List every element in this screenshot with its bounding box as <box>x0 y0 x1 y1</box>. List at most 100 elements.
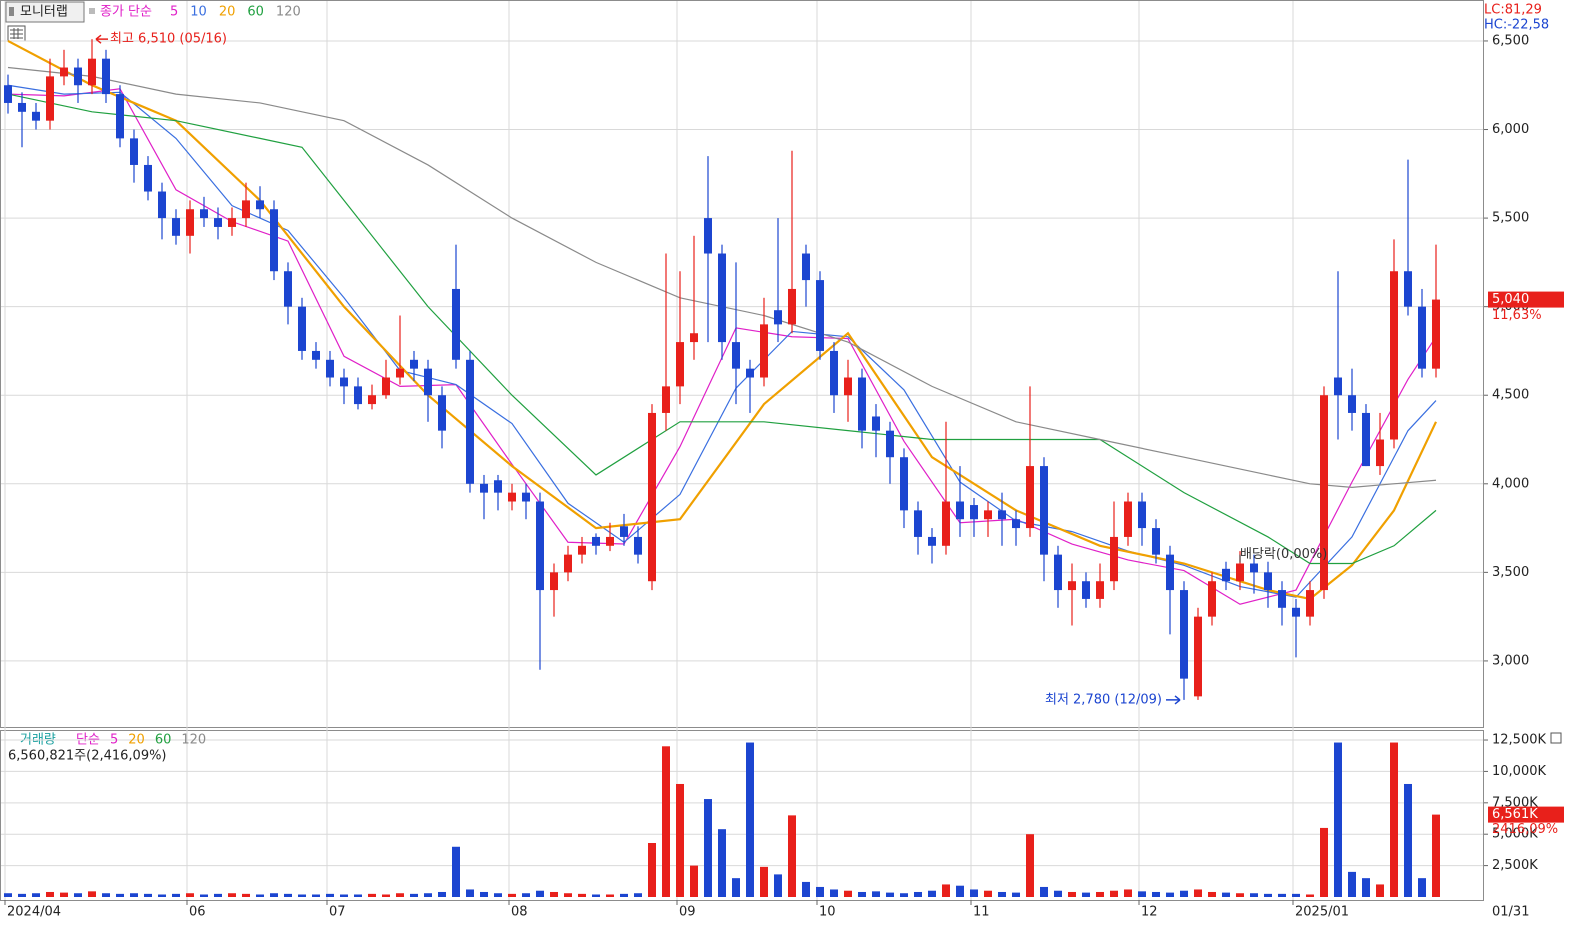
volume-bar <box>886 892 894 897</box>
y-tick-label: 4,500 <box>1492 388 1529 403</box>
x-end-label: 01/31 <box>1492 905 1529 920</box>
candle-body <box>1292 607 1300 617</box>
candle-body <box>116 94 124 139</box>
volume-bar <box>732 878 740 897</box>
x-tick-label: 09 <box>679 905 696 920</box>
volume-bar <box>1054 890 1062 897</box>
volume-bar <box>480 891 488 897</box>
volume-summary: 6,560,821주(2,416,09%) <box>8 749 167 764</box>
volume-bar <box>144 893 152 897</box>
y-tick-label: 12,500K <box>1492 733 1546 748</box>
candle-body <box>1418 306 1426 369</box>
annotation: 최저 2,780 (12/09) <box>1045 692 1162 707</box>
volume-bar <box>1068 891 1076 897</box>
ma-line <box>7 93 1437 565</box>
candle-body <box>18 102 26 112</box>
volume-bar <box>1348 871 1356 897</box>
last-volume-box <box>1488 806 1564 823</box>
indicator-icon <box>9 7 14 16</box>
annotation-arrow <box>1166 695 1181 705</box>
volume-ma-legend: 5 <box>110 733 118 748</box>
candle-body <box>494 480 502 493</box>
last-volume-change: 2416,09% <box>1492 822 1558 837</box>
volume-bar <box>60 892 68 897</box>
y-tick-label: 6,500 <box>1492 33 1529 48</box>
volume-bar <box>718 829 726 897</box>
volume-bar <box>662 746 670 897</box>
candle-body <box>1306 590 1314 617</box>
x-tick-label: 07 <box>329 905 346 920</box>
candle-body <box>452 288 460 360</box>
volume-bar <box>984 890 992 897</box>
volume-bar <box>284 893 292 897</box>
volume-bar <box>1306 894 1314 897</box>
volume-bar <box>88 891 96 897</box>
volume-bar <box>74 893 82 897</box>
volume-bar <box>1222 892 1230 897</box>
volume-bar <box>844 890 852 897</box>
hc-label: HC:-22,58 <box>1484 18 1549 33</box>
candle-body <box>872 416 880 431</box>
volume-bar <box>270 893 278 897</box>
volume-bar <box>1012 892 1020 897</box>
volume-bar <box>494 893 502 897</box>
volume-bar <box>606 894 614 897</box>
candle-body <box>1068 581 1076 591</box>
volume-bar <box>1026 834 1034 897</box>
volume-bar <box>382 894 390 897</box>
grid-icon-lines <box>10 28 23 39</box>
candle-body <box>200 209 208 219</box>
volume-bar <box>326 893 334 897</box>
candle-body <box>186 209 194 236</box>
candle-body <box>1320 395 1328 591</box>
candle-body <box>620 526 628 537</box>
x-tick-label: 11 <box>973 905 990 920</box>
ma-legend: 60 <box>247 5 264 20</box>
volume-bar <box>942 884 950 897</box>
volume-bar <box>298 894 306 897</box>
volume-bar <box>788 815 796 897</box>
candle-body <box>60 67 68 77</box>
volume-bar <box>1166 892 1174 897</box>
candle-body <box>4 85 12 103</box>
volume-bar <box>1278 893 1286 897</box>
candle-body <box>970 505 978 520</box>
candle-body <box>298 306 306 351</box>
x-tick-label: 08 <box>511 905 528 920</box>
candle-body <box>1012 519 1020 529</box>
volume-bar <box>396 893 404 897</box>
close-button[interactable] <box>1550 732 1562 744</box>
volume-bar <box>1250 893 1258 897</box>
volume-bar <box>760 866 768 897</box>
x-tick-label: 06 <box>189 905 206 920</box>
y-tick-label: 4,000 <box>1492 476 1529 491</box>
volume-bar <box>228 893 236 897</box>
volume-ma-legend: 120 <box>181 733 206 748</box>
volume-bar <box>18 893 26 897</box>
candle-body <box>914 510 922 537</box>
y-tick-label: 10,000K <box>1492 764 1546 779</box>
candle-body <box>340 377 348 387</box>
volume-bar <box>1124 889 1132 897</box>
candle-body <box>774 310 782 325</box>
volume-bar <box>1334 742 1342 897</box>
volume-bar <box>186 893 194 897</box>
volume-bar <box>158 894 166 897</box>
candle-body <box>1334 377 1342 396</box>
candle-body <box>690 333 698 343</box>
candle-body <box>578 545 586 555</box>
candle-body <box>1236 563 1244 582</box>
volume-bar <box>550 891 558 897</box>
volume-bar <box>410 893 418 897</box>
candle-body <box>1404 271 1412 307</box>
volume-bar <box>704 799 712 897</box>
candle-body <box>256 200 264 210</box>
candle-body <box>480 483 488 493</box>
indicator-button[interactable] <box>5 1 85 23</box>
candle-body <box>1362 412 1370 467</box>
volume-bar <box>928 890 936 897</box>
candle-body <box>1432 299 1440 369</box>
last-volume-label: 6,561K <box>1492 807 1538 822</box>
candle-body <box>1376 439 1384 467</box>
